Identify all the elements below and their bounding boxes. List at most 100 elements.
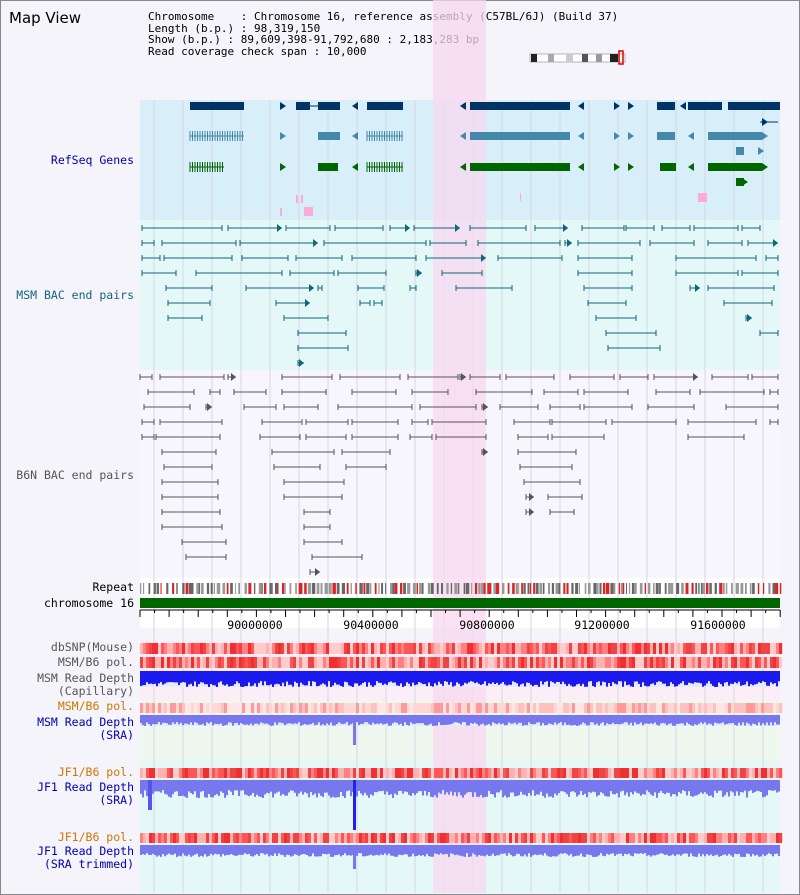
polymorphism-cell: [656, 657, 660, 668]
polymorphism-cell: [179, 768, 183, 778]
read-depth-bar: [516, 671, 518, 684]
read-depth-bar: [628, 780, 630, 797]
polymorphism-cell: [521, 657, 525, 668]
refseq-genes-track[interactable]: [189, 102, 780, 216]
read-depth-bar: [528, 715, 530, 723]
repeat-element: [238, 583, 240, 594]
read-depth-bar: [746, 845, 748, 854]
polymorphism-cell: [143, 657, 147, 668]
polymorphism-cell: [551, 768, 555, 778]
read-depth-bar: [334, 671, 336, 683]
b6n-bac-track[interactable]: [139, 373, 779, 576]
repeat-element: [427, 583, 431, 594]
polymorphism-cell: [602, 768, 606, 778]
read-depth-bar: [518, 671, 520, 687]
read-depth-bar: [664, 780, 666, 795]
polymorphism-cell: [200, 768, 204, 778]
read-depth-bar: [672, 671, 674, 684]
polymorphism-cell: [674, 833, 678, 843]
gene-exon: [708, 163, 762, 171]
read-depth-bar: [748, 671, 750, 687]
polymorphism-cell: [467, 703, 471, 713]
read-depth-bar: [198, 780, 200, 798]
polymorphism-cell: [221, 768, 225, 778]
polymorphism-cell: [362, 703, 366, 713]
polymorphism-cell: [770, 657, 774, 668]
read-depth-bar: [648, 715, 650, 724]
read-depth-bar: [418, 671, 420, 683]
read-depth-bar: [312, 845, 314, 854]
polymorphism-cell: [593, 833, 597, 843]
polymorphism-cell: [164, 643, 168, 654]
polymorphism-cell: [605, 643, 609, 654]
read-depth-bar: [260, 845, 262, 854]
read-depth-bar: [668, 845, 670, 857]
polymorphism-cell: [404, 643, 408, 654]
polymorphism-cell: [527, 833, 531, 843]
repeat-element: [304, 583, 307, 594]
read-depth-bar: [728, 715, 730, 724]
bac-end-arrow: [207, 403, 212, 411]
repeat-element: [399, 583, 403, 594]
read-depth-bar: [336, 780, 338, 798]
polymorphism-cell: [731, 768, 735, 778]
polymorphism-cell: [599, 657, 603, 668]
read-depth-bar: [438, 671, 440, 682]
read-depth-bar: [638, 845, 640, 854]
repeat-element: [563, 583, 566, 594]
read-depth-bar: [432, 715, 434, 726]
repeat-element: [222, 583, 226, 594]
read-depth-bar: [630, 715, 632, 723]
polymorphism-cell: [653, 768, 657, 778]
polymorphism-cell: [353, 657, 357, 668]
repeat-element: [185, 583, 189, 594]
read-depth-bar: [532, 671, 534, 687]
polymorphism-cell: [140, 643, 144, 654]
read-depth-bar: [548, 715, 550, 724]
read-depth-bar: [450, 671, 452, 683]
polymorphism-cell: [284, 643, 288, 654]
polymorphism-cell: [512, 833, 516, 843]
read-depth-bar: [462, 671, 464, 686]
polymorphism-cell: [611, 657, 615, 668]
polymorphism-cell: [464, 703, 468, 713]
read-depth-bar: [612, 671, 614, 683]
polymorphism-cell: [482, 833, 486, 843]
read-depth-bar: [576, 715, 578, 726]
polymorphism-cell: [599, 768, 603, 778]
read-depth-bar: [482, 671, 484, 684]
read-depth-bar: [400, 715, 402, 724]
read-depth-bar: [730, 780, 732, 792]
polymorphism-cell: [392, 657, 396, 668]
read-depth-bar: [196, 780, 198, 798]
read-depth-bar: [444, 845, 446, 855]
msm-bac-track[interactable]: [141, 224, 779, 367]
polymorphism-cell: [584, 768, 588, 778]
read-depth-bar: [758, 671, 760, 683]
polymorphism-cell: [431, 703, 435, 713]
polymorphism-cell: [275, 643, 279, 654]
read-depth-bar: [536, 715, 538, 723]
read-depth-bar: [496, 780, 498, 793]
polymorphism-cell: [380, 657, 384, 668]
read-depth-bar: [254, 845, 256, 856]
read-depth-bar: [556, 845, 558, 857]
gene-strand-arrow: [460, 163, 466, 171]
repeat-element: [768, 583, 771, 594]
read-depth-bar: [158, 671, 160, 684]
read-depth-bar: [152, 780, 154, 794]
polymorphism-cell: [386, 703, 390, 713]
read-depth-bar: [676, 715, 678, 724]
repeat-element: [416, 583, 419, 594]
read-depth-bar: [524, 780, 526, 795]
polymorphism-cell: [659, 703, 663, 713]
read-depth-bar: [722, 845, 724, 856]
polymorphism-cell: [512, 703, 516, 713]
polymorphism-cell: [707, 833, 711, 843]
polymorphism-cell: [317, 833, 321, 843]
read-depth-bar: [566, 780, 568, 795]
read-depth-bar: [384, 845, 386, 854]
chromosome-ideogram[interactable]: [529, 50, 626, 65]
repeat-element: [681, 583, 684, 594]
